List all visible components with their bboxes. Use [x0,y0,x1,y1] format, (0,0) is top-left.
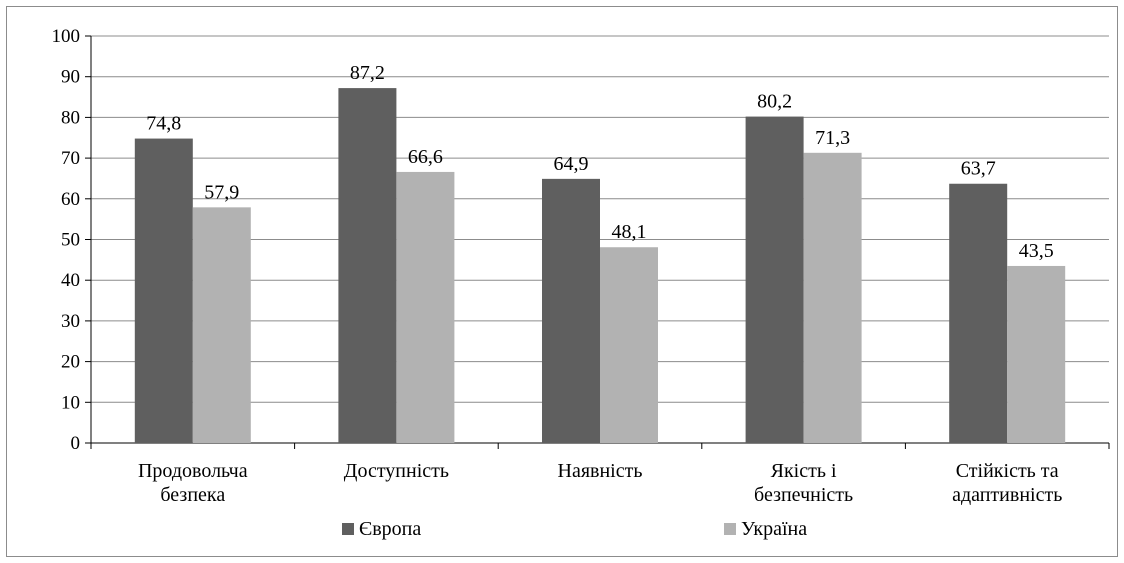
data-label: 71,3 [815,127,850,149]
category-label-line: Доступність [344,460,449,482]
data-label: 43,5 [1019,240,1054,262]
data-label: 80,2 [757,91,792,113]
y-tick-label: 30 [61,311,80,332]
bar [949,183,1008,443]
category-label-line: Якість і [771,460,837,482]
category-label: Продовольча безпека [138,460,248,506]
y-tick-label: 80 [61,107,80,128]
category-label: Наявність [558,460,643,482]
bar [338,88,397,443]
category-label: Стійкість та адаптивність [952,460,1062,506]
chart-frame: 0 10 20 30 40 50 60 70 80 90 100 74,8 57,9 87,2 66,6 6… [6,6,1118,557]
y-tick-label: 0 [71,433,81,454]
legend-label: Україна [741,518,807,540]
bar [192,207,251,443]
bar [803,152,862,443]
bar [1007,265,1066,443]
category-label-line: безпека [160,484,225,506]
bar-chart: 0 10 20 30 40 50 60 70 80 90 100 74,8 57,9 87,2 66,6 6… [52,26,1110,540]
data-label: 64,9 [554,153,589,175]
y-tick-label: 60 [61,189,80,210]
y-tick-label: 20 [61,352,80,373]
category-label-line: адаптивність [952,484,1062,506]
bar [745,116,804,443]
legend-label: Європа [359,518,421,540]
axes: 0 10 20 30 40 50 60 70 80 90 100 [52,26,1110,454]
y-tick-label: 50 [61,230,80,251]
bar [542,178,600,443]
bar [600,247,658,443]
y-tick-label: 90 [61,67,80,88]
y-tick-label: 10 [61,392,80,413]
category-label: Якість і безпечність [754,460,853,506]
data-label: 63,7 [961,158,996,180]
legend-swatch [342,523,354,535]
data-label: 87,2 [350,62,385,84]
data-label: 57,9 [204,181,239,203]
bars [134,88,1066,444]
bar [396,171,455,444]
legend: Європа Україна [342,518,807,540]
category-label: Доступність [344,460,449,482]
bar [134,138,193,443]
category-label-line: Продовольча [138,460,248,482]
data-label: 48,1 [612,221,647,243]
data-label: 74,8 [146,113,181,135]
y-tick-label: 70 [61,148,80,169]
category-label-line: Наявність [558,460,643,482]
data-labels: 74,8 57,9 87,2 66,6 64,9 48,1 80,2 71,3 63,7 43,5 [146,62,1053,262]
category-label-line: Стійкість та [956,460,1059,482]
y-tick-label: 100 [52,26,81,47]
legend-swatch [724,523,736,535]
y-tick-label: 40 [61,270,80,291]
category-label-line: безпечність [754,484,853,506]
category-labels: Продовольча безпека Доступність Наявність Як… [138,460,1062,506]
data-label: 66,6 [408,146,443,168]
